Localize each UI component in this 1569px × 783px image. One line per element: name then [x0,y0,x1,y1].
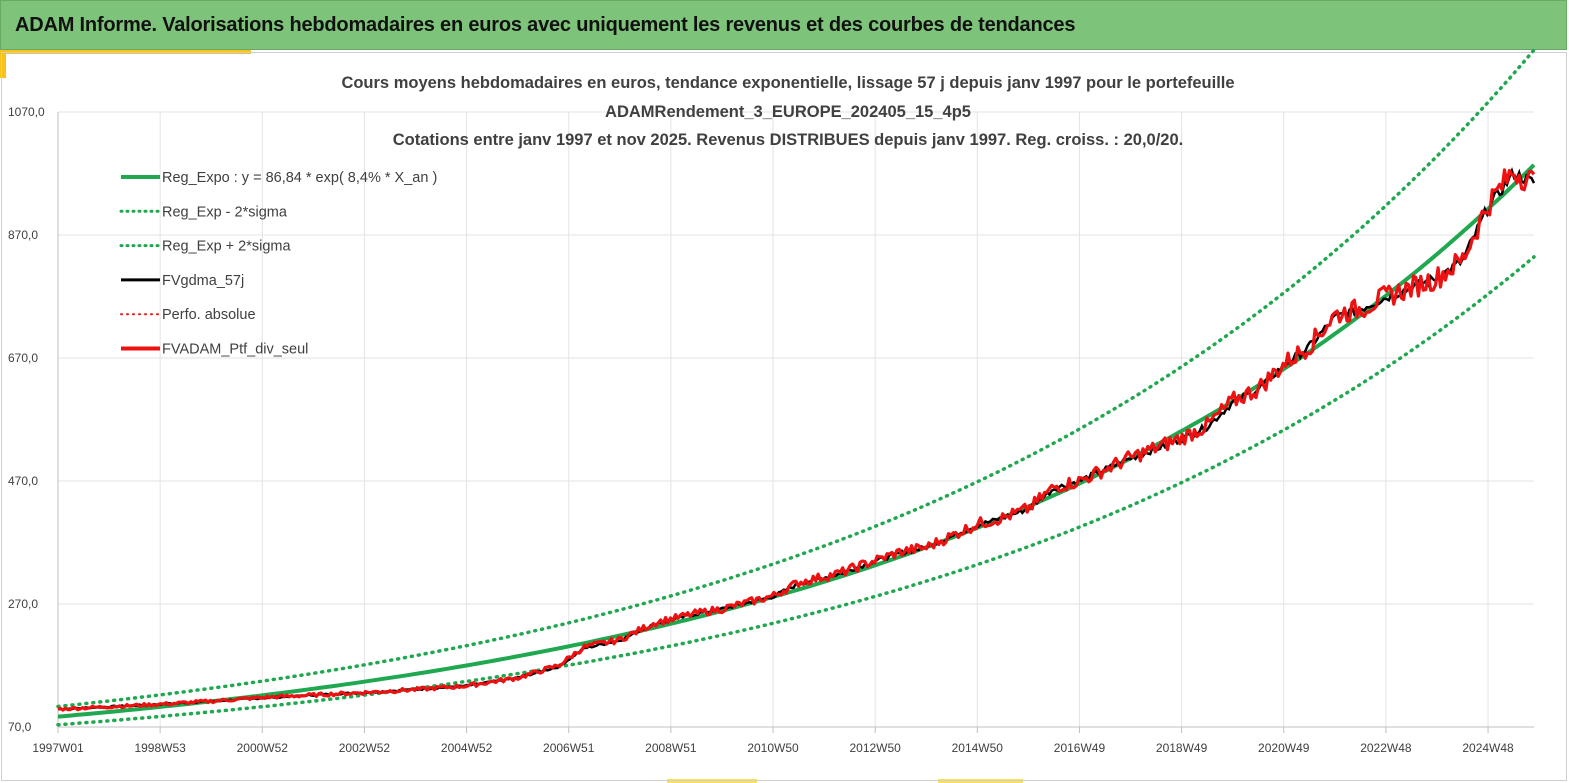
header-bar: ADAM Informe. Valorisations hebdomadaire… [0,0,1567,50]
legend-label-reg_plus: Reg_Exp + 2*sigma [162,239,291,255]
legend-label-fvadam: FVADAM_Ptf_div_seul [162,342,308,358]
chart-title-line: Cours moyens hebdomadaires en euros, ten… [341,74,1234,92]
series-lines [56,48,1536,727]
legend-label-fvgdma: FVgdma_57j [162,273,244,289]
chart-title-line: Cotations entre janv 1997 et nov 2025. R… [393,131,1183,149]
y-tick-label: 670,0 [8,351,38,365]
axes [57,112,1534,733]
x-tick-label: 2014W50 [952,741,1004,755]
series-reg-expo [57,163,1536,719]
x-tick-label: 2018W49 [1156,741,1208,755]
page-title: ADAM Informe. Valorisations hebdomadaire… [15,14,1076,36]
y-tick-label: 70,0 [8,720,32,734]
x-tick-label: 2020W49 [1258,741,1310,755]
x-tick-label: 2012W50 [849,741,901,755]
x-tick-label: 2022W48 [1360,741,1412,755]
accent-strip-left [0,50,6,78]
y-tick-label: 470,0 [8,474,38,488]
tick-labels: 70,0 270,0 470,0 670,0 870,0 1070,0 1997W01 199… [8,105,1514,755]
x-tick-label: 2024W48 [1462,741,1514,755]
x-tick-label: 1998W53 [134,741,186,755]
chart-title: Cours moyens hebdomadaires en euros, ten… [341,74,1234,149]
x-tick-label: 2010W50 [747,741,799,755]
chart-frame [1,52,1567,781]
y-tick-label: 870,0 [8,228,38,242]
legend-label-reg_minus: Reg_Exp - 2*sigma [162,204,288,220]
accent-strip-bottom [667,779,757,783]
x-tick-label: 2008W51 [645,741,697,755]
x-tick-label: 1997W01 [32,741,84,755]
legend-label-perfo: Perfo. absolue [162,307,256,323]
y-tick-label: 270,0 [8,597,38,611]
accent-strip-bottom [938,779,1023,783]
legend: Reg_Expo : y = 86,84 * exp( 8,4% * X_an … [119,170,437,358]
x-tick-label: 2006W51 [543,741,595,755]
x-tick-label: 2000W52 [237,741,289,755]
x-tick-label: 2004W52 [441,741,493,755]
legend-label-reg: Reg_Expo : y = 86,84 * exp( 8,4% * X_an … [162,170,437,186]
series-fvadam-ptf-div-seul [57,168,1536,712]
series-reg-plus-2sigma [56,48,1536,709]
chart-title-line: ADAMRendement_3_EUROPE_202405_15_4p5 [605,103,971,121]
x-tick-label: 2016W49 [1054,741,1106,755]
y-tick-label: 1070,0 [8,105,45,119]
x-tick-label: 2002W52 [339,741,391,755]
series-reg-minus-2sigma [56,255,1536,727]
